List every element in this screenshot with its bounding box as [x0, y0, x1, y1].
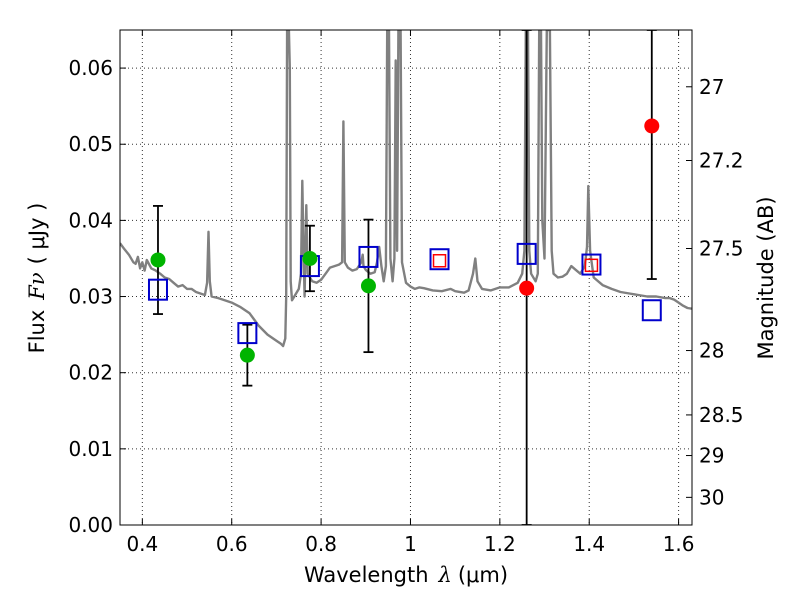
model-flux-square: [641, 299, 662, 322]
y2-tick-label: 27.2: [699, 149, 744, 173]
x-axis-ticks: 0.4 0.6 0.8 1 1.2 1.4 1.6: [126, 30, 695, 556]
x-axis-label-symbol: λ: [438, 563, 452, 587]
sed-spectrum-line: [120, 30, 692, 348]
observed-flux-point: [239, 347, 255, 363]
y2-tick-label: 30: [699, 485, 724, 509]
observed-flux-point: [302, 250, 318, 266]
grid-layer: [120, 30, 692, 525]
model-flux-square: [581, 253, 602, 276]
y-tick-label: 0.06: [68, 56, 113, 80]
x-tick-label: 0.6: [216, 532, 248, 556]
model-flux-square: [358, 245, 379, 268]
x-tick-label: 0.8: [305, 532, 337, 556]
y-tick-label: 0.05: [68, 132, 113, 156]
model-flux-square: [516, 242, 537, 265]
model-flux-square-red: [432, 253, 447, 268]
y2-tick-label: 27: [699, 75, 724, 99]
observed-flux-point: [150, 252, 166, 268]
y-axis-label-text: Flux: [25, 310, 49, 354]
y-axis-label-unit: ( μJy ): [25, 203, 49, 265]
observed-flux-point: [360, 278, 376, 294]
y2-axis-ticks: 27 27.2 27.5 28 28.5 29 30: [686, 75, 744, 509]
y2-tick-label: 29: [699, 444, 724, 468]
y-tick-label: 0.02: [68, 361, 113, 385]
model-flux-square: [237, 322, 258, 345]
errorbar-layer: [152, 30, 657, 525]
y2-tick-label: 27.5: [699, 237, 744, 261]
y-axis-ticks: 0.00 0.01 0.02 0.03 0.04 0.05 0.06: [68, 56, 126, 537]
x-tick-label: 1.4: [573, 532, 605, 556]
marker-layer: [147, 118, 662, 363]
observed-flux-point: [519, 280, 535, 296]
y-tick-label: 0.03: [68, 285, 113, 309]
sed-layer: [120, 30, 692, 348]
y2-tick-label: 28: [699, 339, 724, 363]
y-axis-label-symbol: Fν: [25, 272, 49, 301]
y2-axis-label: Magnitude (AB): [754, 196, 778, 359]
x-tick-label: 1: [404, 532, 417, 556]
plot-frame: [119, 29, 693, 526]
y-tick-label: 0.01: [68, 437, 113, 461]
y2-tick-label: 28.5: [699, 403, 744, 427]
model-flux-square: [429, 248, 450, 271]
x-tick-label: 1.2: [484, 532, 516, 556]
x-tick-label: 0.4: [126, 532, 158, 556]
x-axis-label: Wavelength λ (μm): [304, 563, 508, 587]
x-tick-label: 1.6: [663, 532, 695, 556]
model-flux-square-red: [584, 258, 599, 273]
y-tick-label: 0.00: [68, 513, 113, 537]
y-tick-label: 0.04: [68, 208, 113, 232]
x-axis-label-text: Wavelength: [304, 563, 429, 587]
observed-flux-point: [644, 118, 660, 134]
y-axis-label: Flux Fν ( μJy ): [25, 203, 49, 354]
model-flux-square: [147, 278, 168, 301]
x-axis-label-unit: (μm): [458, 563, 508, 587]
